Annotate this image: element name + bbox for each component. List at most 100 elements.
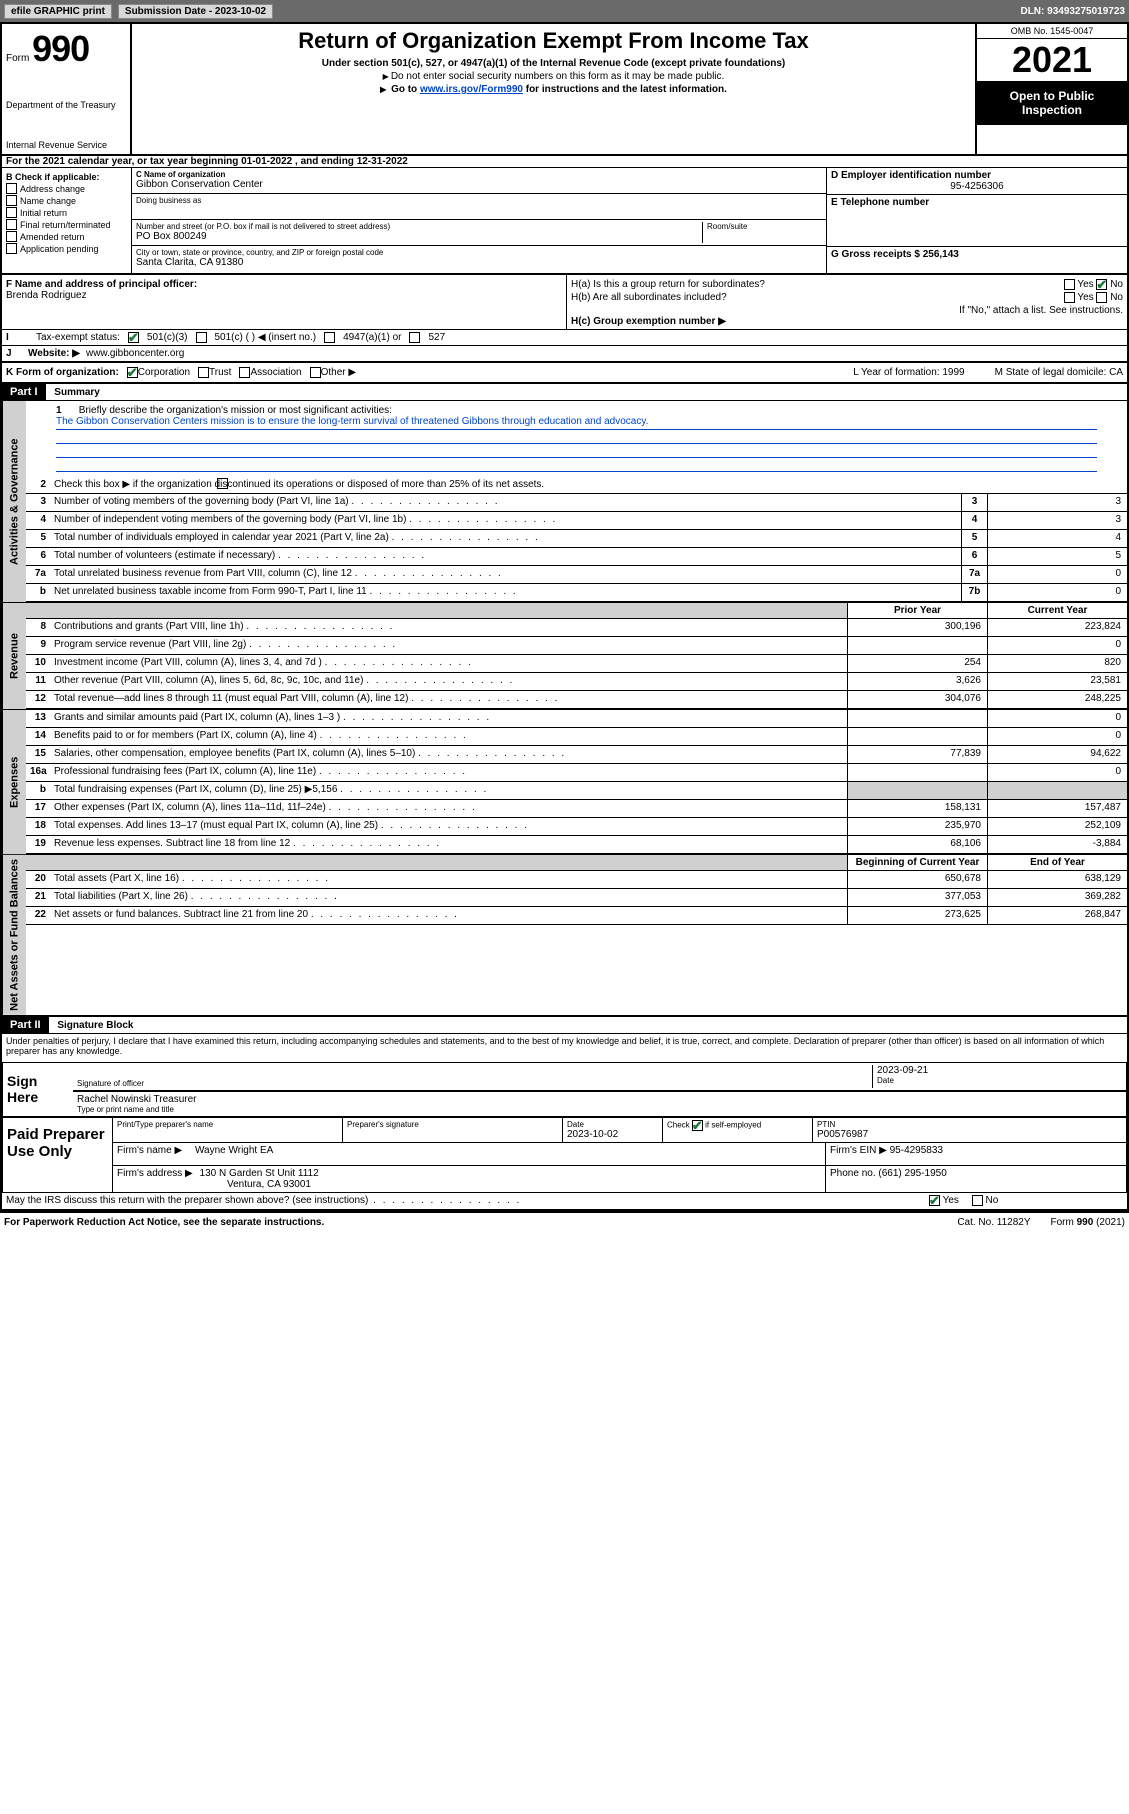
net-assets-section: Net Assets or Fund Balances Beginning of… bbox=[2, 855, 1127, 1017]
q2-desc: Check this box ▶ if the organization dis… bbox=[50, 477, 1127, 493]
firm-ein-label: Firm's EIN ▶ bbox=[830, 1145, 887, 1156]
perjury-text: Under penalties of perjury, I declare th… bbox=[2, 1034, 1127, 1058]
ha-label: H(a) Is this a group return for subordin… bbox=[571, 279, 765, 290]
line-desc: Other revenue (Part VIII, column (A), li… bbox=[50, 673, 847, 690]
prior-value: 300,196 bbox=[847, 619, 987, 636]
ha-no-checkbox[interactable] bbox=[1096, 279, 1107, 290]
discuss-yes-checkbox[interactable] bbox=[929, 1195, 940, 1206]
principal-name: Brenda Rodriguez bbox=[6, 290, 562, 301]
status-501c-checkbox[interactable] bbox=[196, 332, 207, 343]
korg-assoc: Association bbox=[250, 367, 301, 378]
form-subtitle: Under section 501(c), 527, or 4947(a)(1)… bbox=[140, 58, 967, 69]
prior-value: 650,678 bbox=[847, 871, 987, 888]
current-value: -3,884 bbox=[987, 836, 1127, 853]
colb-checkbox[interactable] bbox=[6, 231, 17, 242]
korg-trust-checkbox[interactable] bbox=[198, 367, 209, 378]
status-4947-checkbox[interactable] bbox=[324, 332, 335, 343]
colb-checkbox[interactable] bbox=[6, 195, 17, 206]
part1-header-row: Part I Summary bbox=[2, 384, 1127, 401]
submission-date-button[interactable]: Submission Date - 2023-10-02 bbox=[118, 4, 273, 19]
line-desc: Number of independent voting members of … bbox=[50, 512, 961, 529]
ha-yes-checkbox[interactable] bbox=[1064, 279, 1075, 290]
sig-officer-label: Signature of officer bbox=[77, 1079, 872, 1088]
goto-post: for instructions and the latest informat… bbox=[526, 84, 727, 95]
line-num: 16a bbox=[26, 764, 50, 781]
dln-label: DLN: 93493275019723 bbox=[1020, 6, 1125, 17]
colb-checkbox[interactable] bbox=[6, 183, 17, 194]
korg-label: K Form of organization: bbox=[6, 367, 119, 378]
line-num: 6 bbox=[26, 548, 50, 565]
form-header: Form 990 Department of the Treasury Inte… bbox=[2, 24, 1127, 156]
form-word: Form bbox=[6, 53, 29, 64]
end-year-header: End of Year bbox=[987, 855, 1127, 870]
form-container: Form 990 Department of the Treasury Inte… bbox=[0, 22, 1129, 1213]
no-label: No bbox=[1110, 279, 1123, 290]
mission-blank-1 bbox=[56, 430, 1097, 444]
firm-addr1: 130 N Garden St Unit 1112 bbox=[200, 1168, 319, 1179]
prior-value bbox=[847, 637, 987, 654]
hb-yes-checkbox[interactable] bbox=[1064, 292, 1075, 303]
line-row: 9Program service revenue (Part VIII, lin… bbox=[26, 637, 1127, 655]
prior-value: 68,106 bbox=[847, 836, 987, 853]
sig-date-label: Date bbox=[877, 1076, 1122, 1085]
mission-blank-2 bbox=[56, 444, 1097, 458]
col-c: C Name of organization Gibbon Conservati… bbox=[132, 168, 827, 273]
prior-value: 377,053 bbox=[847, 889, 987, 906]
line-num: b bbox=[26, 584, 50, 601]
line-num: 11 bbox=[26, 673, 50, 690]
line-desc: Total expenses. Add lines 13–17 (must eq… bbox=[50, 818, 847, 835]
status-501c3-checkbox[interactable] bbox=[128, 332, 139, 343]
korg-assoc-checkbox[interactable] bbox=[239, 367, 250, 378]
firm-phone-label: Phone no. bbox=[830, 1168, 876, 1179]
ein-label: D Employer identification number bbox=[831, 170, 1123, 181]
colb-checkbox[interactable] bbox=[6, 207, 17, 218]
officer-name-value: Rachel Nowinski Treasurer bbox=[77, 1094, 1122, 1105]
line-row: 18Total expenses. Add lines 13–17 (must … bbox=[26, 818, 1127, 836]
current-value: 0 bbox=[987, 728, 1127, 745]
line-row: 7aTotal unrelated business revenue from … bbox=[26, 566, 1127, 584]
line-desc: Professional fundraising fees (Part IX, … bbox=[50, 764, 847, 781]
q2-checkbox[interactable] bbox=[217, 478, 228, 489]
form-note-ssn: Do not enter social security numbers on … bbox=[140, 71, 967, 82]
tax-year: 2021 bbox=[977, 39, 1127, 81]
prior-value: 77,839 bbox=[847, 746, 987, 763]
line-value: 3 bbox=[987, 512, 1127, 529]
colb-checkbox[interactable] bbox=[6, 243, 17, 254]
q1-num: 1 bbox=[56, 405, 76, 416]
current-value: 223,824 bbox=[987, 619, 1127, 636]
line-desc: Grants and similar amounts paid (Part IX… bbox=[50, 710, 847, 727]
prior-year-header: Prior Year bbox=[847, 603, 987, 618]
form-number: 990 bbox=[32, 28, 89, 69]
website-value: www.gibboncenter.org bbox=[86, 348, 184, 359]
vtab-governance: Activities & Governance bbox=[2, 401, 26, 602]
korg-other-checkbox[interactable] bbox=[310, 367, 321, 378]
korg-corp-checkbox[interactable] bbox=[127, 367, 138, 378]
line-num: 10 bbox=[26, 655, 50, 672]
prior-value: 304,076 bbox=[847, 691, 987, 708]
goto-pre: Go to bbox=[391, 84, 420, 95]
current-value: 23,581 bbox=[987, 673, 1127, 690]
paid-preparer-block: Paid Preparer Use Only Print/Type prepar… bbox=[2, 1117, 1127, 1193]
line-row: bTotal fundraising expenses (Part IX, co… bbox=[26, 782, 1127, 800]
omb-number: OMB No. 1545-0047 bbox=[977, 24, 1127, 39]
korg-corp: Corporation bbox=[138, 367, 190, 378]
line-desc: Total unrelated business revenue from Pa… bbox=[50, 566, 961, 583]
efile-button[interactable]: efile GRAPHIC print bbox=[4, 4, 112, 19]
hb-label: H(b) Are all subordinates included? bbox=[571, 292, 727, 303]
line-value: 4 bbox=[987, 530, 1127, 547]
current-value: 248,225 bbox=[987, 691, 1127, 708]
sign-here-block: Sign Here Signature of officer 2023-09-2… bbox=[2, 1062, 1127, 1117]
line-desc: Benefits paid to or for members (Part IX… bbox=[50, 728, 847, 745]
hb-no-checkbox[interactable] bbox=[1096, 292, 1107, 303]
info-grid: B Check if applicable: Address changeNam… bbox=[2, 168, 1127, 275]
status-527-checkbox[interactable] bbox=[409, 332, 420, 343]
col-b: B Check if applicable: Address changeNam… bbox=[2, 168, 132, 273]
self-employed-checkbox[interactable] bbox=[692, 1120, 703, 1131]
prior-value bbox=[847, 728, 987, 745]
colb-checkbox[interactable] bbox=[6, 219, 17, 230]
irs-link[interactable]: www.irs.gov/Form990 bbox=[420, 84, 523, 95]
line-row: 4Number of independent voting members of… bbox=[26, 512, 1127, 530]
j-label: J bbox=[6, 348, 28, 359]
discuss-no-checkbox[interactable] bbox=[972, 1195, 983, 1206]
state-domicile: M State of legal domicile: CA bbox=[995, 367, 1123, 378]
